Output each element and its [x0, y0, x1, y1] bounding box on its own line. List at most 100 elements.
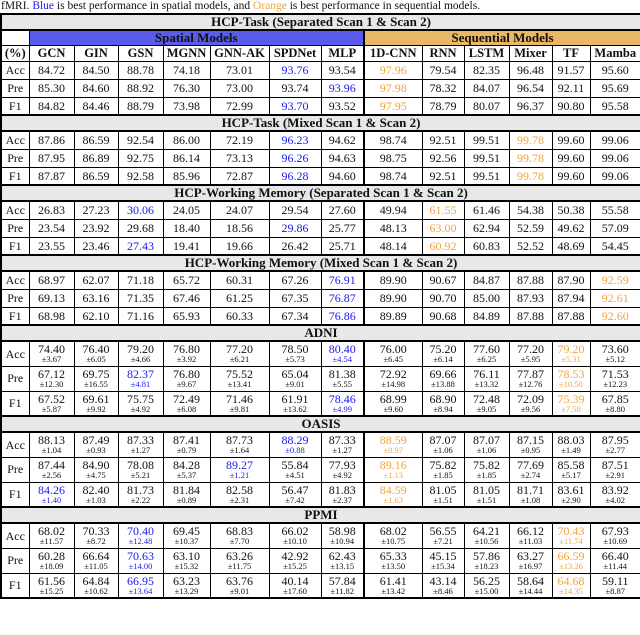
table-cell: 74.40 ±3.67 [28, 340, 75, 367]
cell-std: ±3.92 [176, 354, 197, 365]
table-cell: 99.60 [551, 148, 591, 168]
cell-value: 87.51 [601, 458, 629, 473]
table-cell: 94.60 [320, 166, 365, 186]
cell-std: ±13.41 [227, 379, 252, 390]
table-cell: 90.80 [551, 96, 591, 116]
table-cell: 96.54 [508, 78, 553, 98]
cell-value: 64.84 [82, 573, 110, 588]
cell-value: 56.55 [429, 524, 457, 539]
table-cell: 79.20 ±5.31 [551, 340, 591, 367]
table-cell: 81.38 ±5.55 [320, 365, 365, 392]
cell-std: ±10.94 [330, 536, 355, 547]
table-cell: 95.58 [589, 96, 640, 116]
table-cell: 86.00 [162, 130, 211, 150]
cell-std: ±10.50 [559, 379, 583, 390]
section-header-ppmi: PPMI [0, 506, 640, 525]
table-cell: 73.00 [209, 78, 270, 98]
table-cell: 75.20 ±6.14 [421, 340, 465, 367]
table-cell: 76.87 [320, 288, 365, 308]
cell-value: 87.73 [226, 433, 253, 448]
table-cell: 50.38 [551, 200, 591, 220]
table-cell: 78.46 ±4.99 [320, 390, 365, 417]
table-cell: 81.05 ±1.51 [421, 481, 465, 508]
cell-value: 79.20 [127, 342, 154, 357]
cell-value: 82.40 [82, 482, 110, 497]
table-cell: 99.51 [463, 130, 510, 150]
table-cell: 45.15 ±15.34 [421, 547, 465, 574]
table-cell: 84.59 ±1.63 [363, 481, 423, 508]
table-cell: 99.06 [589, 166, 640, 186]
caption-text-middle: is best performance in spatial models, a… [54, 0, 254, 12]
table-cell: 64.21 ±10.56 [463, 522, 510, 549]
table-cell: 93.52 [320, 96, 365, 116]
cell-value: 88.29 [281, 433, 309, 448]
table-cell: 66.40 ±11.44 [589, 547, 640, 574]
table-cell: 87.33 ±1.27 [320, 431, 365, 458]
table-cell: 48.14 [363, 236, 423, 256]
table-cell: 96.48 [508, 60, 553, 80]
table-cell: 40.14 ±17.60 [268, 572, 322, 599]
row-label: Pre [0, 456, 30, 483]
table-cell: 87.95 [28, 148, 75, 168]
cell-std: ±13.62 [283, 403, 307, 414]
table-cell: 78.79 [421, 96, 465, 116]
table-cell: 86.14 [162, 148, 211, 168]
cell-value: 73.60 [601, 342, 629, 357]
cell-std: ±9.60 [383, 403, 404, 414]
cell-value: 68.90 [429, 391, 457, 406]
results-table: HCP-Task (Separated Scan 1 & Scan 2) Spat… [0, 13, 640, 600]
table-cell: 75.82 ±1.85 [421, 456, 465, 483]
table-cell: 76.11 ±13.32 [463, 365, 510, 392]
cell-value: 62.43 [328, 549, 356, 564]
table-row-ppmi-acc: Acc 68.02 ±11.57 70.33 ±8.72 70.40 ±12.48 69.45… [0, 522, 640, 549]
table-cell: 70.33 ±8.72 [73, 522, 119, 549]
cell-value: 81.05 [473, 482, 500, 497]
caption-text-suffix: is best performance in sequential models… [286, 0, 481, 12]
table-cell: 84.89 [463, 306, 510, 326]
cell-value: 89.27 [226, 458, 253, 473]
table-cell: 72.19 [209, 130, 270, 150]
caption-text-prefix: fMRI. [1, 0, 33, 12]
table-cell: 72.09 ±9.56 [508, 390, 553, 417]
table-row-adni-pre: Pre 67.12 ±12.30 69.75 ±16.55 82.37 ±4.81 76.80… [0, 365, 640, 392]
cell-value: 69.66 [429, 367, 457, 382]
table-cell: 95.69 [589, 78, 640, 98]
cell-value: 79.20 [557, 342, 585, 357]
table-cell: 87.07 ±1.06 [421, 431, 465, 458]
cell-value: 40.14 [281, 573, 309, 588]
table-cell: 87.33 ±1.27 [117, 431, 164, 458]
table-cell: 73.60 ±5.12 [589, 340, 640, 367]
cell-std: ±15.25 [39, 585, 64, 596]
table-cell: 67.46 [162, 288, 211, 308]
table-cell: 87.07 ±1.06 [463, 431, 510, 458]
table-cell: 81.83 ±2.37 [320, 481, 365, 508]
cell-std: ±1.08 [520, 494, 541, 505]
table-cell: 90.70 [421, 288, 465, 308]
table-cell: 93.96 [320, 78, 365, 98]
column-header-mlp: MLP [320, 44, 365, 62]
table-cell: 30.06 [117, 200, 164, 220]
table-cell: 96.37 [508, 96, 553, 116]
cell-value: 67.52 [38, 391, 65, 406]
cell-value: 72.92 [379, 367, 407, 382]
cell-std: ±9.81 [229, 403, 250, 414]
cell-value: 58.64 [517, 573, 544, 588]
table-cell: 63.16 [73, 288, 119, 308]
table-cell: 18.56 [209, 218, 270, 238]
table-cell: 56.55 ±7.21 [421, 522, 465, 549]
row-label: F1 [0, 481, 30, 508]
cell-std: ±7.58 [561, 403, 581, 414]
table-cell: 43.14 ±8.46 [421, 572, 465, 599]
table-cell: 85.00 [463, 288, 510, 308]
table-cell: 99.78 [508, 130, 553, 150]
table-cell: 98.74 [363, 166, 423, 186]
table-cell: 65.93 [162, 306, 211, 326]
table-cell: 23.55 [28, 236, 75, 256]
table-cell: 78.50 ±5.73 [268, 340, 322, 367]
cell-value: 70.63 [127, 549, 154, 564]
table-row-hcp-working-memory-mixed-scan-1-scan-2-f1: F1 68.98 62.10 71.16 65.93 60.33 67.34 76.86 89.… [0, 306, 640, 326]
cell-std: ±1.85 [476, 470, 497, 481]
table-row-hcp-task-separated-scan-1-scan-2-f1: F1 84.82 84.46 88.79 73.98 72.99 93.70 93.52 97.… [0, 96, 640, 116]
table-cell: 82.40 ±1.03 [73, 481, 119, 508]
cell-value: 57.86 [473, 549, 500, 564]
